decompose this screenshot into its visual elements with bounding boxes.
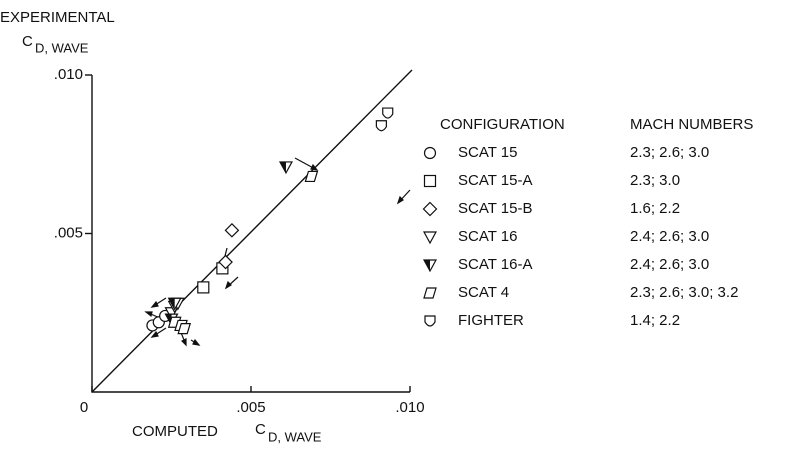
legend-header: CONFIGURATION — [440, 116, 565, 133]
legend-mach: 1.6; 2.2 — [630, 200, 680, 217]
y-tick-label: .010 — [54, 66, 83, 83]
legend-mach: 2.4; 2.6; 3.0 — [630, 228, 709, 245]
marker — [177, 323, 192, 335]
legend-label: FIGHTER — [458, 312, 524, 329]
marker — [423, 287, 437, 299]
legend-label: SCAT 15 — [458, 144, 517, 161]
legend-mach: 2.3; 2.6; 3.0 — [630, 144, 709, 161]
y-tick-label: .005 — [54, 224, 83, 241]
marker — [304, 170, 319, 183]
marker — [197, 281, 210, 294]
x-axis-subscript: D, WAVE — [268, 429, 322, 444]
marker — [423, 146, 437, 160]
x-tick-label: .010 — [395, 399, 424, 416]
x-axis-label: COMPUTED — [132, 423, 218, 440]
marker — [224, 222, 240, 238]
diagonal — [91, 69, 413, 393]
x-tick-label: .005 — [236, 399, 265, 416]
marker — [375, 120, 387, 132]
marker — [218, 254, 233, 270]
y-axis-symbol: C — [22, 33, 33, 50]
marker-fill — [424, 260, 430, 271]
arrows — [144, 157, 411, 347]
legend-label: SCAT 15-A — [458, 172, 532, 189]
marker — [424, 315, 436, 327]
legend-label: SCAT 16 — [458, 228, 517, 245]
legend-mach: 2.3; 3.0 — [630, 172, 680, 189]
y-axis-subscript: D, WAVE — [35, 40, 89, 55]
marker-fill — [279, 161, 286, 173]
x-axis-symbol: C — [255, 421, 266, 438]
x-tick-label: 0 — [80, 399, 88, 416]
legend-label: SCAT 16-A — [458, 256, 532, 273]
marker — [382, 107, 394, 119]
legend-label: SCAT 15-B — [458, 200, 532, 217]
legend-mach: 2.3; 2.6; 3.0; 3.2 — [630, 284, 738, 301]
marker — [422, 201, 438, 217]
marker-fill — [168, 298, 175, 310]
legend-mach: 1.4; 2.2 — [630, 312, 680, 329]
legend-label: SCAT 4 — [458, 284, 509, 301]
legend-mach: 2.4; 2.6; 3.0 — [630, 256, 709, 273]
marker — [422, 231, 438, 245]
marker — [423, 174, 437, 188]
legend-header: MACH NUMBERS — [630, 116, 753, 133]
y-axis-label: EXPERIMENTAL — [0, 9, 115, 26]
